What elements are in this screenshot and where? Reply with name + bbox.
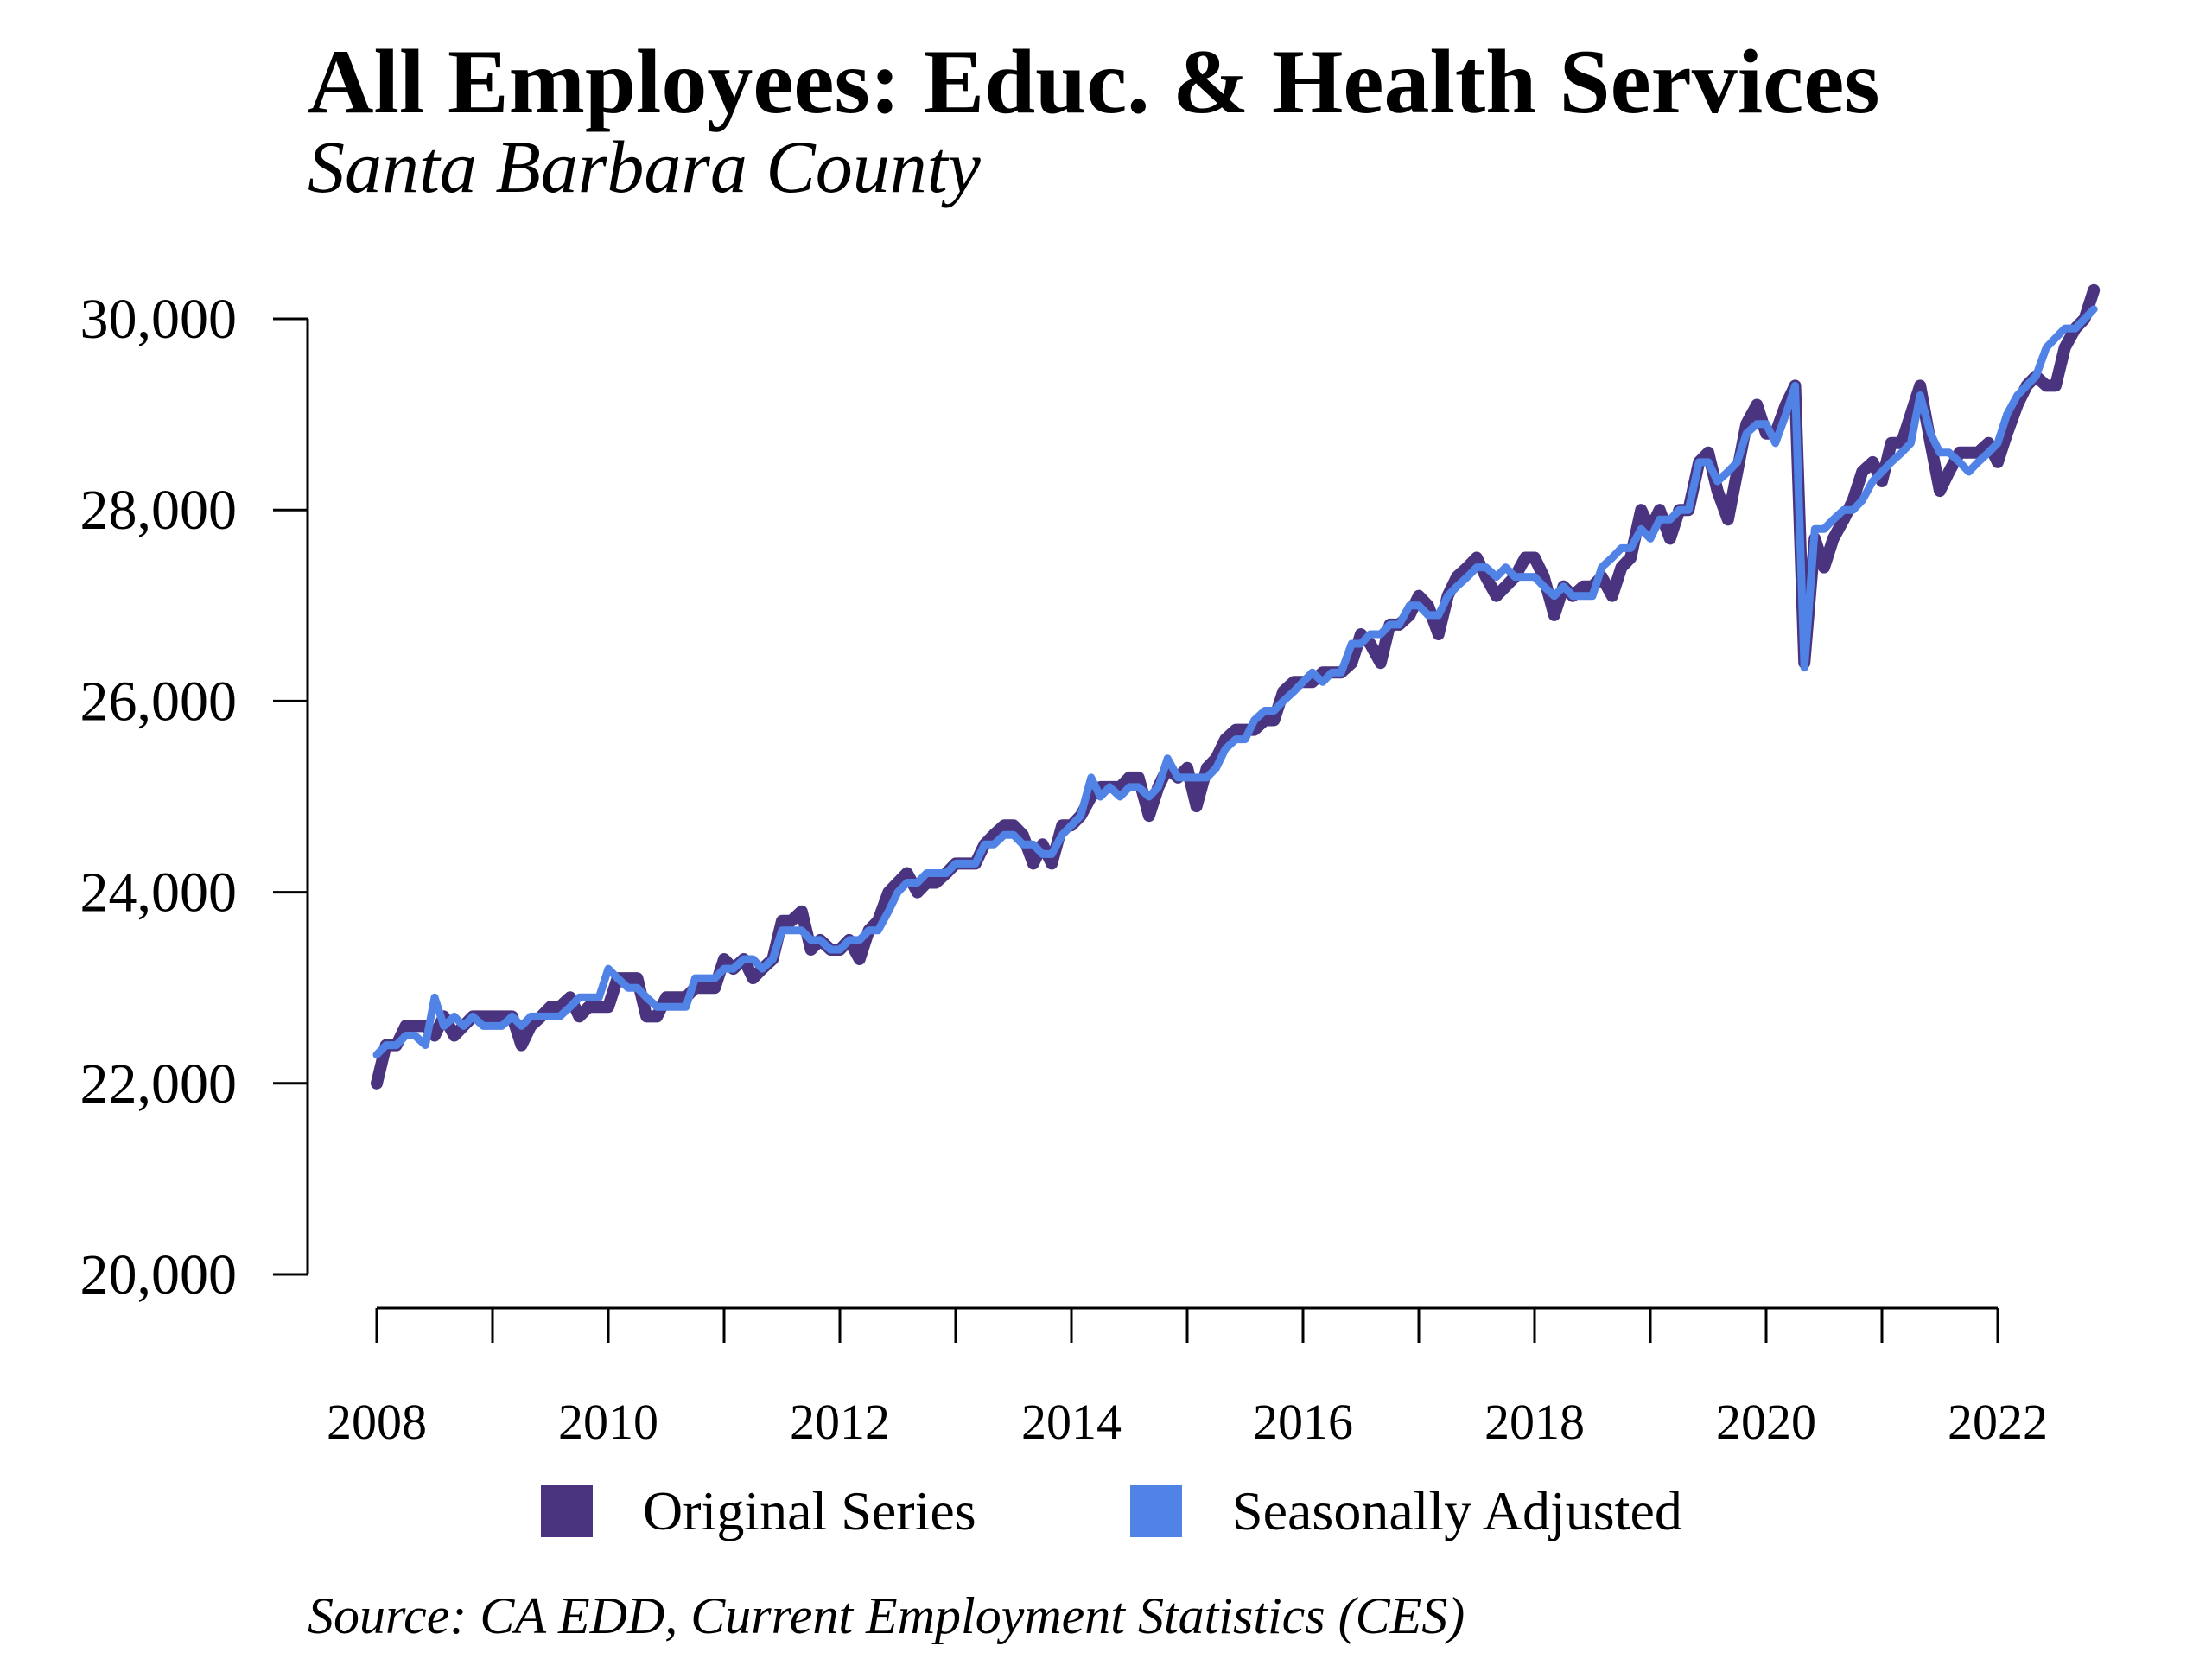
y-tick-label: 20,000 <box>80 1243 238 1306</box>
x-tick-label: 2020 <box>1716 1394 1816 1450</box>
y-tick-label: 26,000 <box>80 670 238 733</box>
y-tick-label: 30,000 <box>80 288 238 351</box>
x-tick-label: 2018 <box>1484 1394 1585 1450</box>
legend-item-original: Original Series <box>541 1481 976 1541</box>
y-tick-label: 28,000 <box>80 479 238 542</box>
legend-swatch-adjusted <box>1130 1485 1182 1537</box>
series-layer <box>371 283 2101 1090</box>
series-line-original <box>371 283 2101 1090</box>
y-tick-label: 24,000 <box>80 861 238 925</box>
series-line-adjusted <box>372 305 2098 1059</box>
y-axis: 20,000 22,000 24,000 26,000 28,000 30,000 <box>80 288 309 1306</box>
x-tick-label: 2016 <box>1253 1394 1353 1450</box>
x-axis: 2008 2010 2012 2014 2016 2018 2020 2022 <box>327 1306 2048 1450</box>
x-tick-label: 2010 <box>558 1394 658 1450</box>
legend-label-original: Original Series <box>643 1480 976 1541</box>
x-tick-label: 2012 <box>790 1394 890 1450</box>
legend-label-adjusted: Seasonally Adjusted <box>1232 1480 1682 1541</box>
source-note: Source: CA EDD, Current Employment Stati… <box>308 1587 1465 1644</box>
y-tick-label: 22,000 <box>80 1052 238 1116</box>
x-tick-label: 2008 <box>327 1394 427 1450</box>
x-tick-label: 2022 <box>1948 1394 2048 1450</box>
legend-swatch-original <box>541 1485 593 1537</box>
chart-title: All Employees: Educ. & Health Services <box>308 31 1880 132</box>
legend-item-adjusted: Seasonally Adjusted <box>1130 1481 1682 1541</box>
x-tick-label: 2014 <box>1021 1394 1122 1450</box>
chart-subtitle: Santa Barbara County <box>308 125 981 208</box>
